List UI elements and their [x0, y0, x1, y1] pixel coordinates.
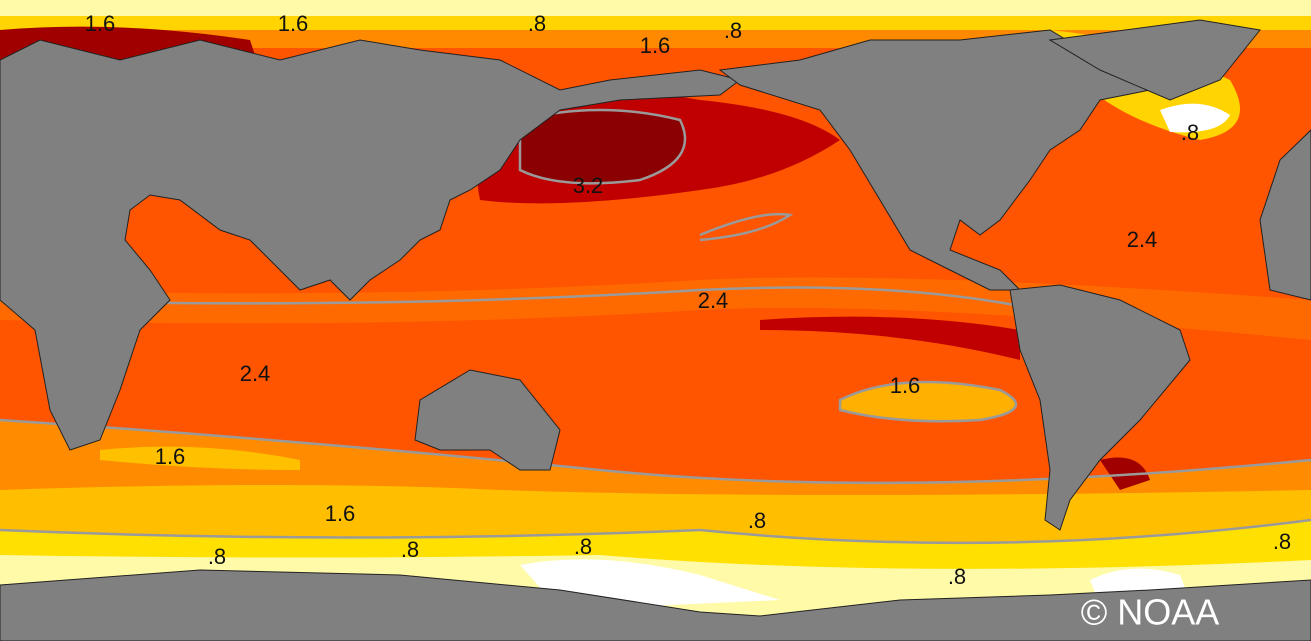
band-amber-east-pacific	[840, 382, 1016, 422]
contour-label: 1.6	[640, 33, 671, 58]
dark-red-band	[760, 316, 1020, 360]
contour-label: 2.4	[698, 288, 729, 313]
contour-line	[518, 108, 687, 185]
contour-label: 1.6	[85, 11, 116, 36]
band-yellow	[0, 16, 1311, 30]
contour-label: 2.4	[240, 361, 271, 386]
contour-line	[0, 518, 1311, 545]
contour-label: 1.6	[890, 373, 921, 398]
contour-label: .8	[724, 18, 742, 43]
contour-line	[699, 212, 794, 242]
australia	[414, 369, 561, 471]
contour-label: 3.2	[573, 173, 604, 198]
contour-label: .8	[528, 11, 546, 36]
landmasses	[0, 19, 1311, 641]
white-labrador	[1160, 103, 1230, 133]
contour-label: .8	[1273, 529, 1291, 554]
contour-line	[838, 380, 1018, 423]
contour-label: 1.6	[325, 501, 356, 526]
darkest-red-north-pacific	[520, 110, 685, 184]
contour-label: .8	[1181, 120, 1199, 145]
greenland	[1048, 19, 1261, 101]
contour-label: .8	[401, 537, 419, 562]
eurasia-africa	[0, 39, 742, 451]
contour-label: .8	[748, 508, 766, 533]
contour-label: 1.6	[155, 444, 186, 469]
contour-label: 1.6	[278, 11, 309, 36]
north-america	[718, 29, 1152, 291]
contour-line	[0, 286, 1041, 312]
credit: © NOAA	[1081, 592, 1220, 633]
antarctica	[0, 569, 1311, 641]
europe-east	[1259, 129, 1311, 301]
south-america	[1009, 284, 1191, 531]
contour-label: .8	[208, 544, 226, 569]
contour-label: .8	[948, 564, 966, 589]
band-amber-indian	[100, 446, 300, 470]
contour-label: .8	[574, 534, 592, 559]
band-pale	[0, 0, 1311, 16]
band-equator	[0, 277, 1311, 340]
contour-label: 2.4	[1127, 227, 1158, 252]
